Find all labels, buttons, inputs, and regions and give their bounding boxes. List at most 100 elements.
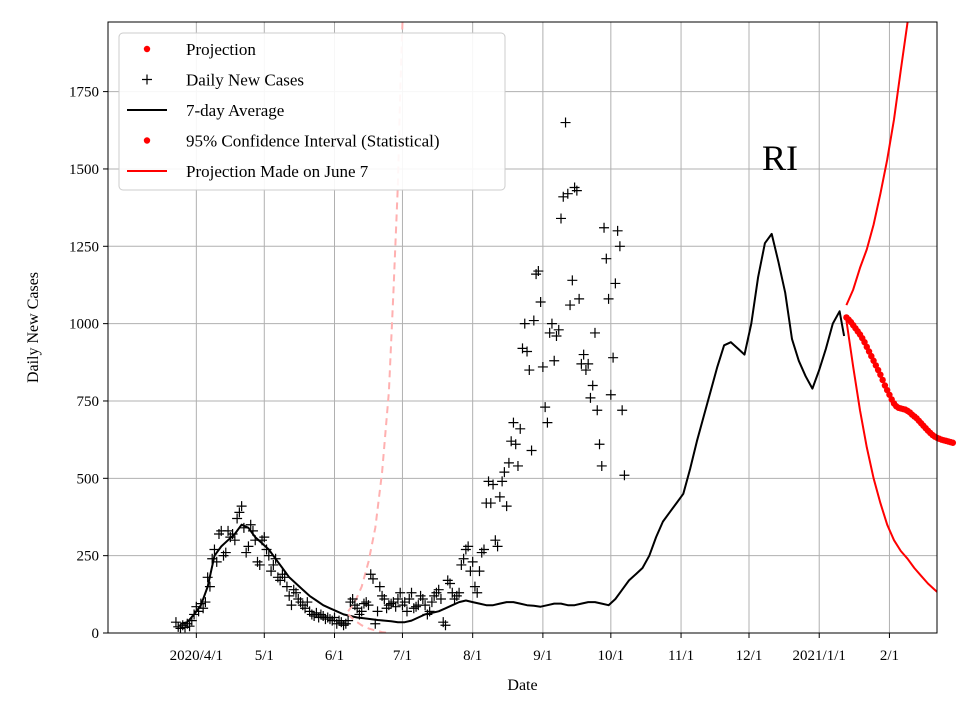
daily-case-marker [596,460,607,471]
daily-case-marker [458,553,469,564]
daily-case-marker [356,606,367,617]
daily-case-marker [499,467,510,478]
daily-case-marker [379,593,390,604]
daily-case-marker [551,331,562,342]
daily-cases-markers [170,117,630,634]
daily-case-marker [519,318,530,329]
legend: Projection Daily New Cases 7-day Average 95… [118,32,506,191]
y-axis-ticks: 0 250 500 750 1000 1250 1500 1750 [69,85,108,642]
series-line [180,232,846,625]
daily-case-marker [284,590,295,601]
daily-case-marker [209,544,220,555]
daily-case-marker [501,501,512,512]
daily-case-marker [533,266,544,277]
daily-case-marker [540,402,551,413]
series-lines [180,22,937,633]
daily-case-marker [512,460,523,471]
x-tick-label: 12/1 [736,648,763,664]
legend-dot-symbol [143,137,151,144]
x-tick-label: 2021/1/1 [793,648,846,664]
daily-case-marker [494,491,505,502]
daily-case-marker [599,222,610,233]
daily-case-marker [528,315,539,326]
daily-case-marker [347,593,358,604]
legend-box [118,32,506,191]
daily-case-marker [420,600,431,611]
daily-case-marker [619,470,630,481]
y-tick-label: 1250 [69,239,99,255]
daily-case-marker [565,300,576,311]
daily-case-marker [365,569,376,580]
daily-case-marker [560,117,571,128]
daily-case-marker [515,423,526,434]
daily-case-marker [610,278,621,289]
daily-case-marker [580,365,591,376]
daily-case-marker [306,609,317,620]
daily-case-marker [474,566,485,577]
projection-point [949,439,957,446]
daily-case-marker [592,405,603,416]
daily-case-marker [433,584,444,595]
daily-case-marker [463,541,474,552]
daily-case-marker [562,188,573,199]
daily-case-marker [578,349,589,360]
daily-case-marker [395,587,406,598]
daily-case-marker [204,581,215,592]
projection-points [843,314,957,446]
legend-label: Projection [186,40,256,59]
daily-case-marker [594,439,605,450]
daily-case-marker [374,581,385,592]
daily-case-marker [198,603,209,614]
daily-case-marker [524,365,535,376]
daily-case-marker [290,587,301,598]
daily-case-marker [411,601,422,612]
y-tick-label: 1750 [69,85,99,101]
daily-case-marker [571,185,582,196]
daily-case-marker [465,566,476,577]
daily-case-marker [503,457,514,468]
x-tick-label: 6/1 [325,648,344,664]
daily-case-marker [286,600,297,611]
daily-case-marker [338,620,349,631]
daily-case-marker [542,417,553,428]
daily-case-marker [211,556,222,567]
daily-case-marker [370,618,381,629]
y-tick-label: 750 [77,394,100,410]
x-tick-label: 8/1 [463,648,482,664]
daily-case-marker [311,607,322,618]
y-tick-label: 1000 [69,317,99,333]
daily-case-marker [302,597,313,608]
y-tick-label: 500 [77,471,100,487]
daily-case-marker [485,498,496,509]
daily-case-marker [281,581,292,592]
y-tick-label: 250 [77,549,100,565]
daily-case-marker [456,559,467,570]
daily-case-marker [254,559,265,570]
daily-case-marker [372,606,383,617]
y-tick-label: 0 [92,626,100,642]
daily-case-marker [227,529,238,540]
daily-case-marker [266,566,277,577]
x-axis-title: Date [507,677,537,694]
daily-case-marker [268,559,279,570]
x-axis-ticks: 2020/4/1 5/1 6/1 7/1 8/1 9/1 10/1 11/1 12/1 2021/… [170,633,899,664]
daily-case-marker [601,253,612,264]
daily-case-marker [617,405,628,416]
y-tick-label: 1500 [69,162,99,178]
y-axis-title: Daily New Cases [25,272,42,383]
daily-case-marker [247,525,258,536]
daily-case-marker [324,614,335,625]
daily-case-marker [574,293,585,304]
daily-case-marker [368,573,379,584]
x-tick-label: 11/1 [668,648,694,664]
daily-case-marker [261,544,272,555]
daily-case-marker [392,593,403,604]
daily-case-marker [544,327,555,338]
daily-case-marker [567,275,578,286]
daily-case-marker [478,544,489,555]
daily-case-marker [510,439,521,450]
daily-case-marker [195,598,206,609]
daily-case-marker [445,578,456,589]
daily-case-marker [173,621,184,632]
